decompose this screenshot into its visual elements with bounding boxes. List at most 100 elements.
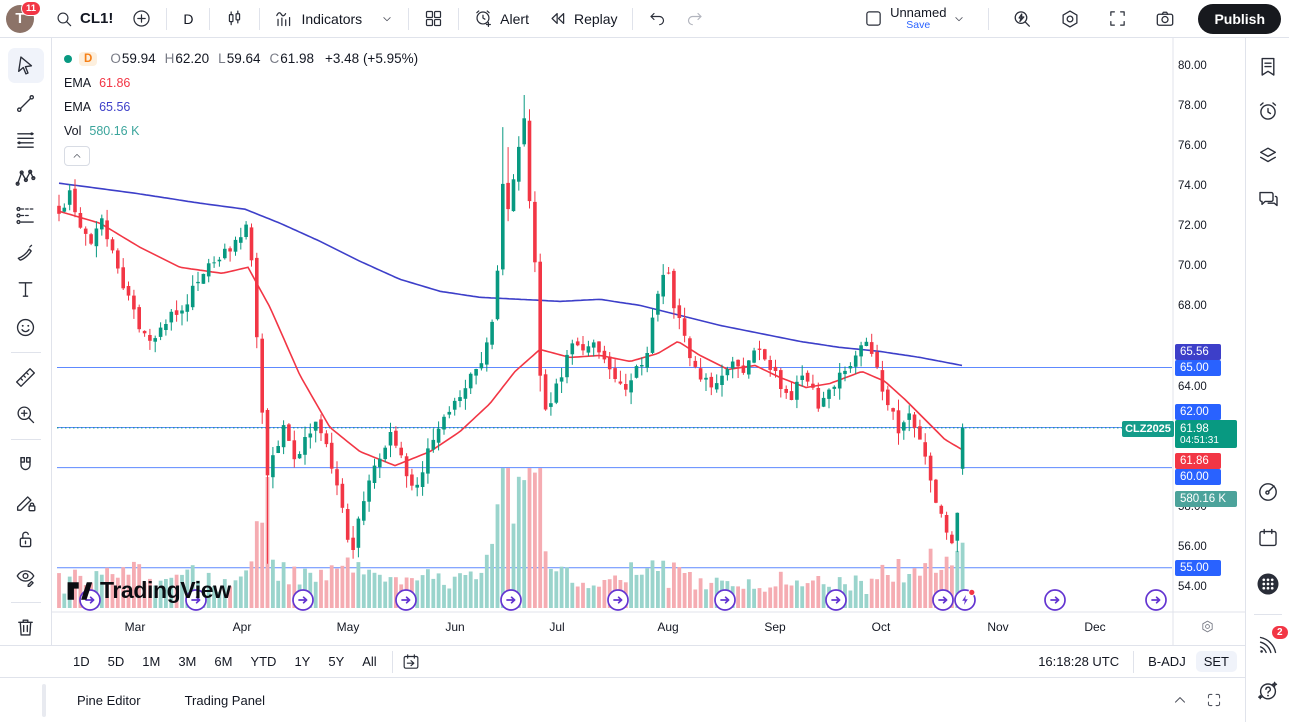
contract-rollover-marker[interactable]	[1044, 589, 1066, 611]
text-tool[interactable]	[8, 272, 44, 307]
range-5d-button[interactable]: 5D	[107, 654, 125, 669]
panel-expand-button[interactable]	[1171, 691, 1189, 709]
alert-button[interactable]: Alert	[465, 4, 537, 33]
bottom-bar: Pine Editor Trading Panel	[0, 677, 1245, 722]
quick-search-button[interactable]	[1003, 4, 1041, 34]
compare-add-button[interactable]	[123, 4, 160, 33]
contract-rollover-marker[interactable]	[825, 589, 847, 611]
contract-rollover-marker[interactable]	[395, 589, 417, 611]
hide-drawings-button[interactable]	[8, 559, 44, 594]
help-button[interactable]	[1249, 672, 1287, 710]
chevron-down-icon	[380, 12, 394, 26]
fullscreen-button[interactable]	[1099, 4, 1136, 33]
avatar[interactable]: T 11	[6, 0, 41, 33]
apps-menu-button[interactable]	[1249, 565, 1287, 603]
undo-icon	[649, 12, 664, 25]
contract-rollover-marker[interactable]	[932, 589, 954, 611]
alarm-plus-icon	[473, 8, 494, 29]
redo-button[interactable]	[677, 5, 713, 33]
undo-button[interactable]	[639, 5, 675, 33]
contract-rollover-marker[interactable]	[714, 589, 736, 611]
object-tree-panel-button[interactable]	[1249, 136, 1287, 174]
publish-button[interactable]: Publish	[1198, 3, 1281, 34]
indicator-templates-button[interactable]	[372, 8, 402, 30]
top-toolbar-right: Unnamed Save Publish	[855, 2, 1281, 35]
adjustment-toggle[interactable]: B-ADJ	[1148, 654, 1186, 669]
lock-drawings-button[interactable]	[8, 522, 44, 557]
layout-grid-button[interactable]	[415, 4, 452, 33]
alerts-panel-button[interactable]	[1249, 92, 1287, 130]
event-lightning-marker[interactable]	[954, 588, 976, 611]
forecast-tool[interactable]	[8, 197, 44, 232]
fib-retracement-tool[interactable]	[8, 123, 44, 158]
screenshot-button[interactable]	[1146, 4, 1184, 34]
clock-display[interactable]: 16:18:28 UTC	[1038, 654, 1120, 669]
contract-rollover-marker[interactable]	[292, 589, 314, 611]
trend-line-tool[interactable]	[8, 85, 44, 120]
range-6m-button[interactable]: 6M	[214, 654, 233, 669]
measure-tool[interactable]	[8, 360, 44, 395]
contract-rollover-marker[interactable]	[607, 589, 629, 611]
brush-tool[interactable]	[8, 235, 44, 270]
month-label: May	[336, 620, 360, 634]
right-sidebar: 2	[1245, 38, 1289, 722]
emoji-tool[interactable]	[8, 309, 44, 344]
indicators-button[interactable]: Indicators	[266, 4, 370, 33]
toolbar-separator	[209, 7, 211, 30]
broadcasts-button[interactable]: 2	[1249, 625, 1289, 664]
screener-panel-button[interactable]	[1249, 473, 1287, 511]
range-ytd-button[interactable]: YTD	[250, 654, 277, 669]
range-1d-button[interactable]: 1D	[73, 654, 90, 669]
magnet-mode-button[interactable]	[8, 447, 44, 482]
remove-drawings-button[interactable]	[8, 610, 44, 645]
ema-slow-line[interactable]	[58, 182, 963, 367]
price-level-lines[interactable]	[57, 367, 1172, 569]
ema-fast-legend-row[interactable]: EMA 61.86	[64, 75, 131, 90]
symbol-search-button[interactable]: CL1!	[46, 5, 121, 33]
price-badge: 55.00	[1175, 560, 1221, 576]
axis-settings-gear-icon[interactable]	[1200, 619, 1215, 634]
ema-slow-legend-row[interactable]: EMA 65.56	[64, 99, 131, 114]
range-1y-button[interactable]: 1Y	[294, 654, 311, 669]
replay-button[interactable]: Replay	[539, 4, 626, 33]
contract-rollover-marker[interactable]	[500, 589, 522, 611]
pattern-tool[interactable]	[8, 160, 44, 195]
settings-button[interactable]	[1051, 4, 1089, 34]
cursor-tool[interactable]	[7, 48, 44, 84]
chevron-up-icon	[1174, 697, 1186, 703]
panel-maximize-button[interactable]	[1205, 691, 1223, 709]
chart-pane[interactable]: D O59.94 H62.20 L59.64 C61.98 +3.48 (+5.…	[52, 38, 1245, 645]
session-toggle[interactable]: SET	[1195, 651, 1237, 672]
range-all-button[interactable]: All	[362, 654, 377, 669]
range-5y-button[interactable]: 5Y	[328, 654, 345, 669]
drawing-mode-button[interactable]	[8, 485, 44, 520]
calendar-panel-button[interactable]	[1249, 519, 1287, 557]
volume-legend-row[interactable]: Vol 580.16 K	[64, 123, 140, 138]
market-status-dot	[64, 54, 72, 63]
pine-editor-tab[interactable]: Pine Editor	[77, 692, 141, 708]
legend-collapse-button[interactable]	[64, 146, 90, 166]
range-1m-button[interactable]: 1M	[142, 654, 161, 669]
toolbar-divider	[1253, 614, 1282, 615]
layout-square-icon	[863, 8, 884, 29]
symbol-legend-row[interactable]: D O59.94 H62.20 L59.64 C61.98 +3.48 (+5.…	[64, 51, 418, 66]
range-3m-button[interactable]: 3M	[178, 654, 197, 669]
price-tick: 80.00	[1178, 60, 1207, 72]
trading-panel-tab[interactable]: Trading Panel	[184, 692, 266, 708]
watchlist-panel-button[interactable]	[1249, 48, 1287, 86]
layout-select-button[interactable]: Unnamed Save	[855, 2, 974, 35]
plus-circle-icon	[131, 8, 152, 29]
candles-layer[interactable]	[57, 95, 965, 564]
zoom-in-tool[interactable]	[8, 397, 44, 432]
fullscreen-icon	[1110, 11, 1126, 26]
go-to-date-button[interactable]	[401, 652, 421, 672]
contract-rollover-marker[interactable]	[79, 589, 101, 611]
chat-panel-button[interactable]	[1249, 180, 1287, 218]
panel-resize-grip[interactable]	[42, 684, 46, 717]
smiley-icon	[16, 318, 35, 336]
save-link[interactable]: Save	[906, 18, 931, 31]
interval-button[interactable]: D	[173, 7, 203, 31]
contract-rollover-marker[interactable]	[1145, 589, 1167, 611]
chart-type-button[interactable]	[216, 4, 253, 33]
contract-rollover-marker[interactable]	[185, 589, 207, 611]
